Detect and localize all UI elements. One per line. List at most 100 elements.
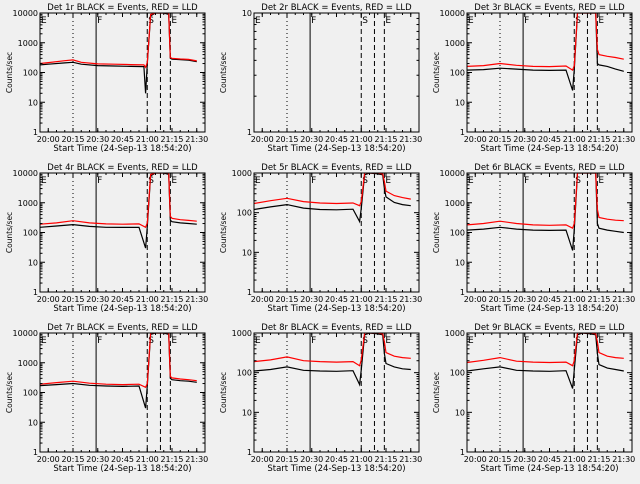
y-axis-label: Counts/sec	[219, 372, 228, 413]
axes-frame	[39, 332, 206, 453]
y-axis-label: Counts/sec	[219, 212, 228, 253]
panel-det-2: E F S E 1 10 20:00 20:15 20:30 20:45 21:00 21:15 21:…	[219, 3, 422, 154]
x-tick-label: 21:30	[612, 295, 635, 304]
y-tick-label: 10	[242, 9, 252, 18]
x-tick-label: 20:15	[488, 135, 511, 144]
y-tick-label: 1000	[18, 199, 38, 208]
x-tick-label: 20:45	[111, 135, 134, 144]
y-tick-label: 10	[455, 258, 465, 267]
x-tick-label: 20:00	[251, 455, 274, 464]
x-axis-label: Start Time (24-Sep-13 18:54:20)	[53, 144, 191, 154]
y-tick-label: 1	[247, 128, 252, 137]
y-tick-label: 1000	[445, 39, 465, 48]
marker-label: E	[171, 176, 177, 186]
x-tick-label: 20:30	[513, 455, 536, 464]
marker-label: F	[97, 16, 102, 26]
y-tick-label: 1000	[232, 169, 252, 178]
y-tick-label: 100	[450, 229, 465, 238]
x-tick-label: 21:30	[399, 135, 422, 144]
x-axis-label: Start Time (24-Sep-13 18:54:20)	[53, 304, 191, 314]
x-tick-label: 21:15	[587, 455, 610, 464]
x-tick-label: 20:00	[251, 135, 274, 144]
x-axis-label: Start Time (24-Sep-13 18:54:20)	[267, 304, 405, 314]
y-tick-label: 1000	[445, 199, 465, 208]
x-tick-label: 21:15	[160, 455, 183, 464]
x-axis-label: Start Time (24-Sep-13 18:54:20)	[53, 464, 191, 474]
x-tick-label: 20:45	[325, 455, 348, 464]
marker-label: E	[468, 336, 474, 346]
x-axis-label: Start Time (24-Sep-13 18:54:20)	[267, 464, 405, 474]
x-axis-label: Start Time (24-Sep-13 18:54:20)	[267, 144, 405, 154]
y-tick-label: 10	[28, 418, 38, 427]
y-tick-label: 10000	[440, 9, 465, 18]
x-tick-label: 21:00	[136, 295, 159, 304]
x-tick-label: 21:15	[160, 135, 183, 144]
events-series-line	[467, 333, 624, 389]
x-tick-label: 21:30	[612, 455, 635, 464]
x-tick-label: 20:00	[37, 455, 60, 464]
axes-frame	[253, 12, 420, 133]
y-tick-label: 1	[33, 288, 38, 297]
marker-label: E	[468, 176, 474, 186]
y-tick-label: 10000	[13, 9, 38, 18]
events-series-line	[254, 333, 411, 387]
y-tick-label: 100	[237, 369, 252, 378]
x-tick-label: 21:15	[587, 295, 610, 304]
marker-label: F	[524, 336, 529, 346]
y-tick-label: 10	[28, 258, 38, 267]
axes-frame	[253, 332, 420, 453]
y-tick-label: 100	[237, 209, 252, 218]
y-tick-label: 1000	[18, 359, 38, 368]
y-axis-label: Counts/sec	[432, 372, 441, 413]
x-tick-label: 20:30	[86, 295, 109, 304]
x-tick-label: 20:45	[538, 455, 561, 464]
axes-frame	[253, 172, 420, 293]
y-tick-label: 1	[247, 288, 252, 297]
x-tick-label: 20:15	[275, 135, 298, 144]
x-tick-label: 21:00	[136, 135, 159, 144]
x-tick-label: 20:45	[325, 295, 348, 304]
y-axis-label: Counts/sec	[219, 52, 228, 93]
x-tick-label: 21:15	[374, 455, 397, 464]
x-axis-label: Start Time (24-Sep-13 18:54:20)	[480, 144, 618, 154]
x-tick-label: 20:45	[538, 135, 561, 144]
y-tick-label: 1	[247, 448, 252, 457]
x-tick-label: 20:00	[37, 295, 60, 304]
x-axis-label: Start Time (24-Sep-13 18:54:20)	[480, 464, 618, 474]
lld-series-line	[254, 333, 411, 367]
marker-label: E	[385, 176, 391, 186]
y-tick-label: 100	[23, 69, 38, 78]
x-tick-label: 20:30	[513, 135, 536, 144]
x-tick-label: 21:30	[185, 135, 208, 144]
lld-series-line	[254, 173, 411, 207]
y-tick-label: 1000	[18, 39, 38, 48]
panel-title: Det 1r BLACK = Events, RED = LLD	[47, 3, 198, 13]
x-tick-label: 20:45	[538, 295, 561, 304]
lld-series-line	[40, 13, 197, 69]
marker-label: S	[148, 176, 154, 186]
x-tick-label: 20:15	[61, 455, 84, 464]
y-tick-label: 10	[242, 248, 252, 257]
marker-label: S	[362, 336, 368, 346]
x-tick-label: 21:15	[374, 295, 397, 304]
x-tick-label: 21:30	[185, 455, 208, 464]
y-tick-label: 100	[450, 369, 465, 378]
marker-label: E	[385, 16, 391, 26]
x-tick-label: 20:45	[111, 295, 134, 304]
x-tick-label: 20:15	[275, 295, 298, 304]
marker-label: E	[255, 176, 261, 186]
panel-title: Det 9r BLACK = Events, RED = LLD	[474, 323, 625, 333]
lld-series-line	[40, 333, 197, 389]
marker-label: E	[385, 336, 391, 346]
x-tick-label: 21:00	[350, 295, 373, 304]
marker-label: F	[524, 16, 529, 26]
y-tick-label: 100	[23, 229, 38, 238]
marker-label: E	[468, 16, 474, 26]
marker-label: F	[311, 176, 316, 186]
y-tick-label: 100	[450, 69, 465, 78]
